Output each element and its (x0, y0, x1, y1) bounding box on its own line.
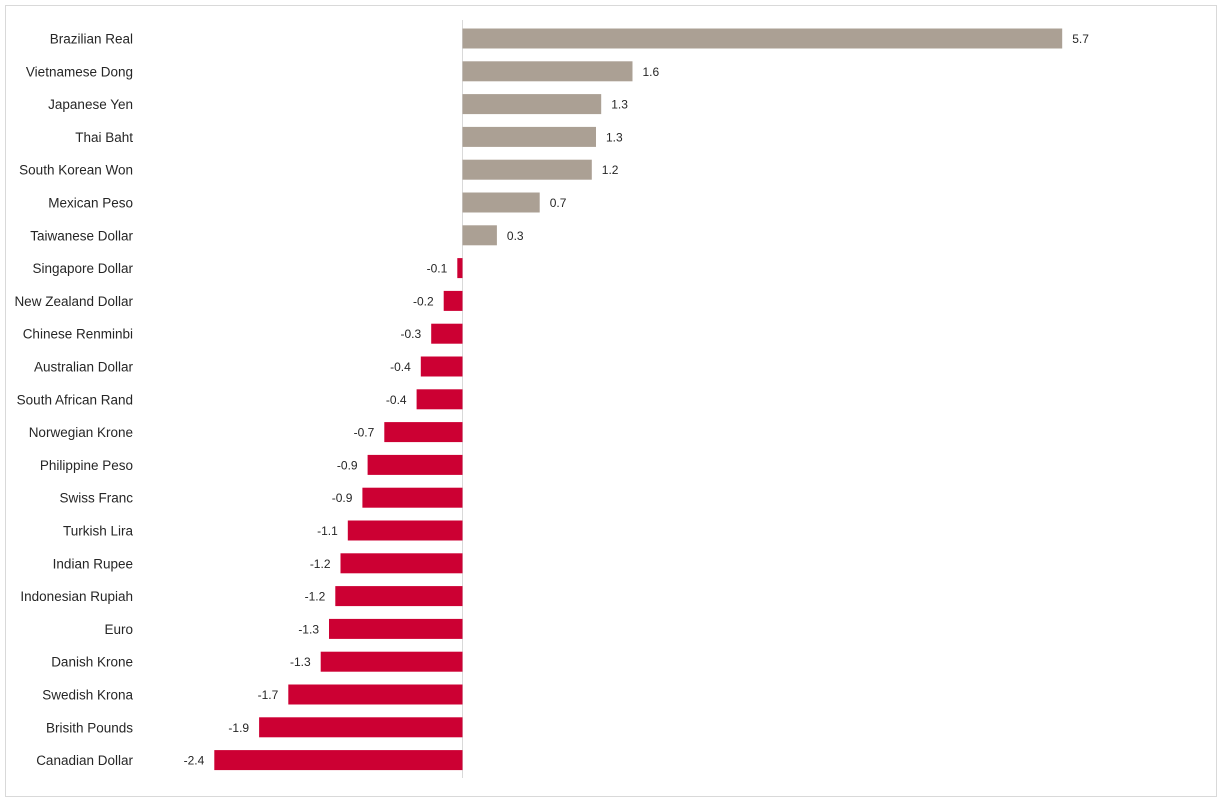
data-label: 1.2 (602, 163, 619, 177)
category-label: Brisith Pounds (46, 720, 133, 735)
category-label: Norwegian Krone (29, 425, 133, 440)
data-label: 0.7 (550, 196, 567, 210)
bar-indian-rupee (340, 553, 463, 574)
data-label: -1.3 (298, 622, 319, 636)
category-label: Indian Rupee (53, 556, 133, 571)
category-label: Brazilian Real (50, 32, 133, 47)
bar-swiss-franc (362, 487, 463, 508)
category-label: Swiss Franc (59, 491, 133, 506)
bar-brisith-pounds (259, 717, 463, 738)
data-label: -1.7 (258, 688, 279, 702)
bar-norwegian-krone (384, 422, 463, 443)
data-label: -0.2 (413, 294, 434, 308)
category-label: Australian Dollar (34, 360, 134, 375)
bar-euro (329, 618, 463, 639)
bar-mexican-peso (462, 192, 540, 213)
category-label: Turkish Lira (63, 524, 134, 539)
category-label: Chinese Renminbi (23, 327, 133, 342)
bar-chinese-renminbi (431, 323, 463, 344)
category-label: Indonesian Rupiah (20, 589, 133, 604)
bar-philippine-peso (367, 454, 463, 475)
bar-vietnamese-dong (462, 61, 633, 82)
bar-canadian-dollar (214, 750, 463, 771)
category-label: Thai Baht (75, 130, 133, 145)
bar-swedish-krona (288, 684, 463, 705)
chart-frame (5, 5, 1217, 797)
bar-brazilian-real (462, 28, 1063, 49)
data-label: -1.3 (290, 655, 311, 669)
data-label: -0.4 (390, 360, 411, 374)
data-label: -0.9 (332, 491, 353, 505)
data-label: -1.9 (228, 721, 249, 735)
data-label: -0.7 (354, 426, 375, 440)
data-label: -0.3 (401, 327, 422, 341)
data-label: 1.3 (606, 130, 623, 144)
bar-turkish-lira (347, 520, 463, 541)
bar-thai-baht (462, 126, 596, 147)
category-label: Euro (104, 622, 133, 637)
data-label: -0.4 (386, 393, 407, 407)
category-label: Mexican Peso (48, 196, 133, 211)
data-label: -1.2 (305, 590, 326, 604)
bar-new-zealand-dollar (443, 290, 463, 311)
category-label: Taiwanese Dollar (30, 228, 133, 243)
bar-singapore-dollar (457, 258, 463, 279)
bar-japanese-yen (462, 94, 602, 115)
bar-australian-dollar (420, 356, 463, 377)
category-label: Japanese Yen (48, 97, 133, 112)
data-label: -1.2 (310, 557, 331, 571)
category-label: South African Rand (17, 392, 133, 407)
bar-south-korean-won (462, 159, 592, 180)
category-label: South Korean Won (19, 163, 133, 178)
category-label: Singapore Dollar (32, 261, 133, 276)
category-label: New Zealand Dollar (14, 294, 133, 309)
data-label: 5.7 (1072, 32, 1089, 46)
data-label: -0.1 (427, 262, 448, 276)
bar-taiwanese-dollar (462, 225, 497, 246)
category-label: Danish Krone (51, 655, 133, 670)
category-label: Swedish Krona (42, 688, 133, 703)
bar-danish-krone (320, 651, 463, 672)
category-label: Canadian Dollar (36, 753, 133, 768)
category-label: Philippine Peso (40, 458, 133, 473)
bar-indonesian-rupiah (335, 586, 463, 607)
data-label: -1.1 (317, 524, 338, 538)
category-label: Vietnamese Dong (26, 64, 133, 79)
bar-south-african-rand (416, 389, 463, 410)
data-label: 1.6 (643, 65, 660, 79)
data-label: 1.3 (611, 98, 628, 112)
data-label: 0.3 (507, 229, 524, 243)
data-label: -0.9 (337, 458, 358, 472)
data-label: -2.4 (184, 754, 205, 768)
